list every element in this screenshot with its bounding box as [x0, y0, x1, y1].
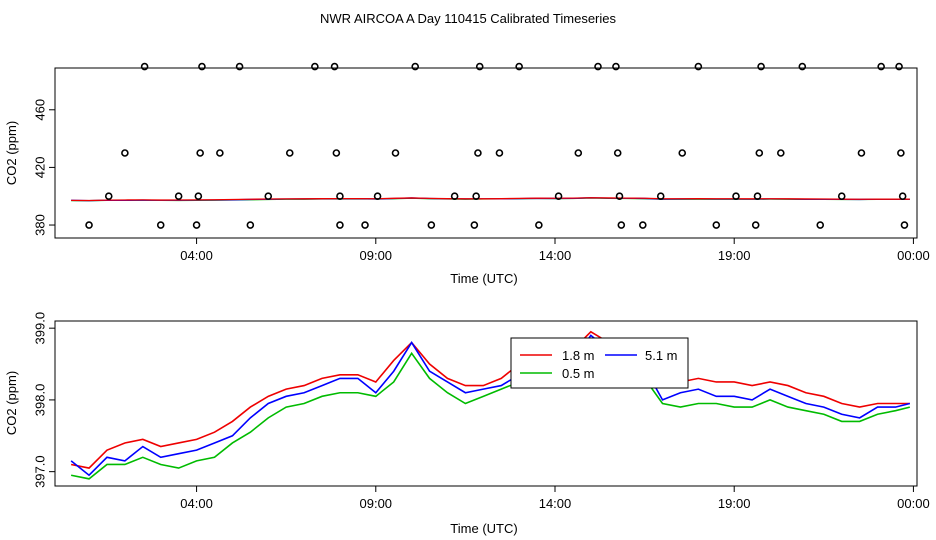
- top-data-point: [373, 192, 382, 201]
- top-plot-frame: [54, 67, 918, 239]
- top-data-point: [495, 149, 504, 157]
- top-data-point: [694, 62, 703, 71]
- bottom-axes: 04:00 09:00 14:00 19:00 00:00 397.0 398.0 399.0: [32, 312, 929, 511]
- top-line-1-8-m: [71, 197, 910, 202]
- top-y-axis-label: CO2 (ppm): [4, 121, 19, 185]
- bottom-y-tick-label: 397.0: [32, 455, 47, 488]
- top-data-point: [757, 62, 765, 71]
- top-data-point: [751, 221, 760, 229]
- top-data-point: [246, 221, 255, 229]
- top-data-point: [515, 62, 523, 71]
- top-data-point: [837, 192, 846, 201]
- top-data-point: [613, 149, 622, 157]
- top-data-point: [877, 62, 885, 71]
- legend-label-5-1m: 5.1 m: [645, 348, 678, 363]
- top-data-point: [235, 62, 244, 71]
- top-marks: [71, 62, 910, 229]
- legend: 1.8 m 5.1 m 0.5 m: [510, 337, 689, 389]
- top-data-point: [816, 221, 825, 229]
- top-y-tick-label: 460: [32, 99, 47, 121]
- top-data-point: [639, 221, 647, 229]
- top-y-tick-label: 380: [32, 214, 47, 236]
- top-data-point: [755, 149, 764, 157]
- bottom-y-tick-label: 399.0: [32, 312, 47, 345]
- top-axes: 04:00 09:00 14:00 19:00 00:00 380 420 460: [32, 99, 929, 263]
- top-data-point: [196, 149, 204, 157]
- top-data-point: [777, 149, 785, 157]
- top-data-point: [336, 221, 344, 229]
- top-data-point: [174, 192, 183, 201]
- top-data-point: [554, 192, 563, 201]
- bottom-x-tick-label: 14:00: [539, 496, 572, 511]
- top-data-point: [857, 149, 866, 157]
- top-data-point: [798, 62, 807, 71]
- top-data-point: [121, 149, 129, 157]
- top-data-point: [332, 149, 341, 157]
- top-data-point: [574, 149, 583, 157]
- top-data-point: [753, 192, 762, 201]
- top-data-point: [198, 62, 206, 71]
- top-x-tick-label: 04:00: [180, 248, 213, 263]
- top-data-point: [285, 149, 294, 157]
- top-data-point: [475, 62, 484, 71]
- bottom-x-tick-label: 04:00: [180, 496, 213, 511]
- top-data-point: [535, 221, 543, 229]
- top-data-point: [615, 192, 624, 201]
- bottom-line-5-1-m: [70, 334, 911, 477]
- top-data-point: [617, 221, 626, 229]
- bottom-x-tick-label: 19:00: [718, 496, 751, 511]
- bottom-y-axis-label: CO2 (ppm): [4, 371, 19, 435]
- bottom-line-1-8-m: [70, 330, 910, 469]
- top-data-point: [194, 192, 203, 201]
- top-data-point: [656, 192, 665, 201]
- bottom-x-tick-label: 00:00: [897, 496, 930, 511]
- top-data-point: [330, 62, 339, 71]
- top-data-point: [411, 62, 420, 71]
- top-data-point: [472, 192, 480, 201]
- top-data-point: [900, 221, 909, 229]
- top-x-tick-label: 19:00: [718, 248, 751, 263]
- bottom-panel: 04:00 09:00 14:00 19:00 00:00 397.0 398.0 399.0…: [4, 312, 930, 536]
- top-data-point: [140, 62, 149, 71]
- top-data-point: [612, 62, 620, 71]
- top-x-axis-label: Time (UTC): [450, 271, 517, 286]
- top-data-point: [594, 62, 602, 71]
- legend-box: [510, 337, 689, 389]
- legend-label-0-5m: 0.5 m: [562, 366, 595, 381]
- top-data-point: [216, 149, 224, 157]
- top-data-point: [85, 221, 93, 229]
- top-data-point: [336, 192, 344, 201]
- bottom-y-tick-label: 398.0: [32, 384, 47, 417]
- bottom-x-tick-label: 09:00: [360, 496, 393, 511]
- top-data-point: [678, 149, 687, 157]
- top-data-point: [895, 62, 903, 71]
- top-data-point: [732, 192, 740, 201]
- bottom-line-0-5-m: [70, 341, 911, 480]
- bottom-plot-frame: [54, 320, 918, 487]
- top-data-point: [427, 221, 436, 229]
- bottom-x-axis-label: Time (UTC): [450, 521, 517, 536]
- top-data-point: [391, 149, 400, 157]
- top-data-point: [897, 149, 905, 157]
- top-data-point: [104, 192, 113, 201]
- top-data-point: [898, 192, 907, 201]
- top-x-tick-label: 09:00: [360, 248, 393, 263]
- top-data-point: [474, 149, 482, 157]
- top-data-point: [264, 192, 273, 201]
- top-data-point: [156, 221, 165, 229]
- top-x-tick-label: 14:00: [539, 248, 572, 263]
- top-data-point: [192, 221, 201, 229]
- top-data-point: [470, 221, 479, 229]
- top-data-point: [450, 192, 459, 201]
- bottom-marks: [70, 330, 911, 480]
- top-x-tick-label: 00:00: [897, 248, 930, 263]
- top-y-tick-label: 420: [32, 157, 47, 179]
- legend-label-1-8m: 1.8 m: [562, 348, 595, 363]
- top-panel: 04:00 09:00 14:00 19:00 00:00 380 420 460 Time …: [4, 62, 930, 286]
- top-data-point: [361, 221, 369, 229]
- page-title: NWR AIRCOA A Day 110415 Calibrated Times…: [320, 11, 616, 26]
- top-data-point: [311, 62, 319, 71]
- top-data-point: [712, 221, 721, 229]
